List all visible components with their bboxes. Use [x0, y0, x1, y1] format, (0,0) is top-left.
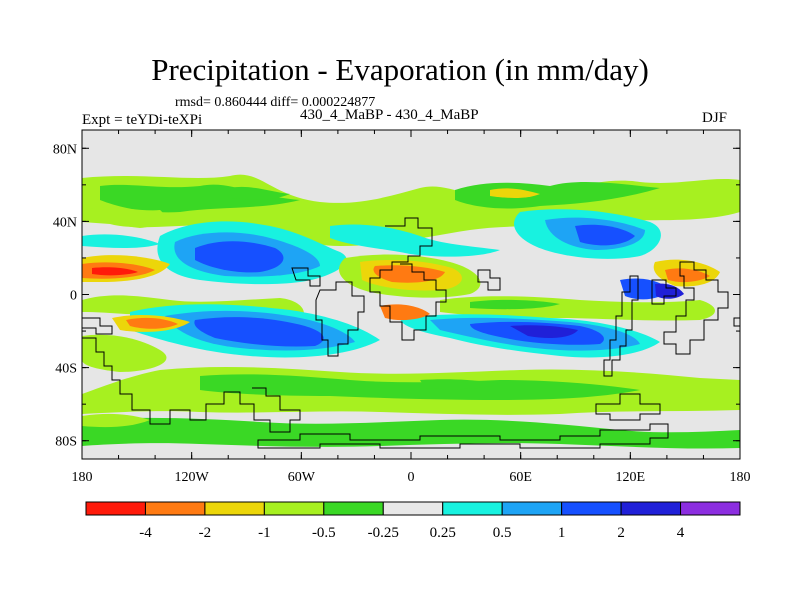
- coastline: [369, 217, 447, 341]
- coastline: [477, 269, 501, 291]
- colorbar-level-label: -4: [139, 525, 152, 541]
- coastline: [595, 393, 661, 421]
- field-region: [510, 325, 578, 338]
- colorbar-level-label: -0.25: [368, 525, 399, 541]
- field-region: [82, 417, 740, 449]
- colorbar-level-label: -0.5: [312, 525, 336, 541]
- coastline: [603, 275, 639, 377]
- lat-tick-label: 80S: [55, 435, 77, 450]
- case-label: 430_4_MaBP - 430_4_MaBP: [300, 107, 479, 123]
- field-region: [655, 283, 684, 299]
- axis-ticks: [81, 130, 741, 459]
- coastline: [315, 281, 365, 357]
- lon-tick-label: 120W: [175, 470, 210, 485]
- field-region: [575, 224, 635, 246]
- lon-tick-label: 0: [408, 470, 415, 485]
- field-region: [82, 234, 160, 248]
- field-region: [194, 317, 324, 347]
- colorbar-swatch: [561, 501, 622, 516]
- colorbar-swatch: [680, 501, 741, 516]
- colorbar-labels: -4 -2 -1 -0.5 -0.25 0.25 0.5 1 2 4: [139, 525, 685, 541]
- colorbar-level-label: 2: [617, 525, 625, 541]
- lat-tick-label: 80N: [53, 142, 77, 157]
- coastline: [257, 423, 669, 449]
- lat-tick-label: 40S: [55, 362, 77, 377]
- experiment-label: Expt = teYDi-teXPi: [82, 112, 203, 128]
- colorbar-swatch: [85, 501, 146, 516]
- field-region: [470, 299, 560, 310]
- field-region: [82, 207, 164, 228]
- field-region: [380, 304, 430, 321]
- colorbar-swatch: [442, 501, 503, 516]
- field-region: [420, 379, 500, 390]
- coastline: [663, 261, 729, 355]
- lon-tick-label: 120E: [616, 470, 646, 485]
- field-region: [490, 188, 540, 198]
- lon-tick-label: 180: [72, 470, 93, 485]
- field-region: [665, 268, 710, 283]
- stats-line: rmsd= 0.860444 diff= 0.000224877: [175, 95, 376, 110]
- colorbar-swatch: [382, 501, 444, 516]
- figure-title: Precipitation - Evaporation (in mm/day): [151, 52, 649, 87]
- coastline: [82, 317, 113, 335]
- field-region: [230, 186, 290, 200]
- colorbar-swatch: [323, 501, 384, 516]
- field-region: [200, 374, 640, 400]
- season-label: DJF: [702, 110, 728, 126]
- coastline: [82, 337, 301, 433]
- coastline: [733, 317, 740, 327]
- field-region: [82, 334, 167, 372]
- colorbar-level-label: 4: [677, 525, 685, 541]
- colorbar-level-label: -1: [258, 525, 271, 541]
- colorbar-level-label: 1: [558, 525, 566, 541]
- latitude-labels: 80N 40N 0 40S 80S: [53, 142, 77, 449]
- lon-tick-label: 60E: [509, 470, 532, 485]
- colorbar-swatch: [620, 501, 682, 516]
- field-region: [195, 241, 284, 273]
- coastline: [651, 279, 677, 305]
- lon-tick-label: 180: [730, 470, 751, 485]
- lon-tick-label: 60W: [288, 470, 316, 485]
- colorbar-swatch: [263, 501, 325, 516]
- field-region: [82, 413, 150, 428]
- colorbar-swatch: [144, 501, 206, 516]
- colorbar-swatch: [204, 501, 265, 516]
- lat-tick-label: 40N: [53, 215, 77, 230]
- field-region: [330, 224, 500, 257]
- field-region: [126, 317, 178, 329]
- continent-outlines: [82, 217, 740, 449]
- lat-tick-label: 0: [70, 289, 77, 304]
- colorbar-swatch: [501, 501, 563, 516]
- colorbar: [85, 501, 741, 516]
- pe-anomaly-field: [82, 174, 740, 449]
- colorbar-level-label: 0.25: [430, 525, 456, 541]
- colorbar-level-label: -2: [199, 525, 212, 541]
- coastline: [291, 267, 321, 287]
- colorbar-level-label: 0.5: [493, 525, 512, 541]
- longitude-labels: 180 120W 60W 0 60E 120E 180: [72, 470, 751, 485]
- field-region: [92, 267, 138, 276]
